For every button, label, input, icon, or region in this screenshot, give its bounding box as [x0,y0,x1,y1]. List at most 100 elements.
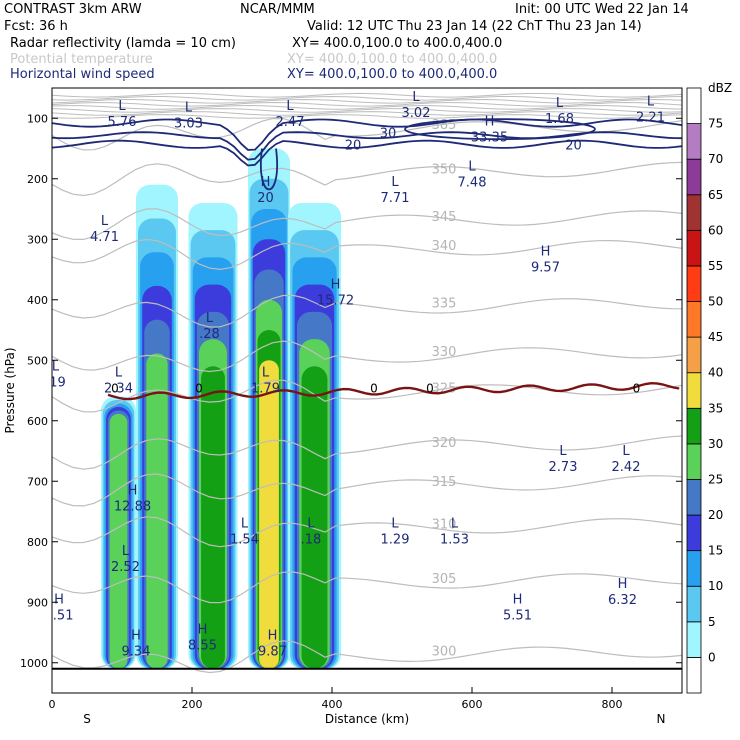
colorbar-level-label: 55 [708,259,723,273]
theta-contour-upper [52,104,682,110]
theta-contour-label: 305 [432,572,457,587]
theta-contour-label: 320 [432,436,457,451]
extremum-value: 2.21 [636,110,665,125]
freezing-level-contour: 0 0 0 0 0 [107,381,680,401]
colorbar-unit: dBZ [708,81,732,95]
colorbar-swatch [686,443,702,480]
extremum-type: H [618,577,628,592]
colorbar-level-label: 60 [708,223,723,237]
freezing-level-label: 0 [111,381,119,395]
colorbar-swatch [686,657,702,694]
theta-contour-label: 330 [432,345,457,360]
colorbar-level-label: 10 [708,579,723,593]
reflectivity-cell-3-level-8 [259,360,279,669]
extremum-type: L [52,359,60,374]
extremum-value: 2.73 [549,460,578,475]
extremum-value: 3.02 [402,106,431,121]
theta-contour-345 [52,208,682,241]
extrema-labels: L5.76L3.03L2.47L3.02L1.68L2.21H33.35H20L… [45,90,665,660]
theta-contour-300 [52,640,682,674]
reflectivity-cell-4-level-7 [301,366,328,669]
field-reflectivity-name: Radar reflectivity (lamda = 10 cm) [10,36,236,51]
extremum-type: L [556,96,564,111]
theta-contour-label: 315 [432,475,457,490]
extremum-value: 7.71 [381,191,410,206]
freezing-level-label: 0 [195,381,203,395]
extremum-value: 1.54 [230,533,259,548]
extremum-type: H [541,244,551,259]
colorbar-level-label: 65 [708,188,723,202]
extremum-type: H [331,278,341,293]
extremum-value: 2.34 [104,381,133,396]
theta-contour-350 [52,161,682,197]
extremum-type: L [468,160,476,175]
theta-contour-335 [52,294,682,328]
extremum-type: L [262,365,270,380]
x-tick-label: 400 [322,698,343,711]
reflectivity-layer [101,148,342,669]
valid-time: Valid: 12 UTC Thu 23 Jan 14 (22 ChT Thu … [307,19,642,34]
field-wind-xy: XY= 400.0,100.0 to 400.0,400.0 [287,67,498,82]
y-tick-label: 1000 [20,657,48,670]
extremum-type: L [647,94,655,109]
extremum-value: .28 [199,327,220,342]
colorbar-level-label: 40 [708,366,723,380]
extremum-type: L [622,444,630,459]
y-tick-label: 900 [27,596,48,609]
extremum-value: 9.87 [258,645,287,660]
wind-contour [52,131,682,161]
colorbar-swatch [686,372,702,409]
extremum-value: .19 [45,375,66,390]
extremum-value: 2.52 [111,560,140,575]
extremum-value: 1.29 [381,533,410,548]
x-end-label-south: S [83,712,91,726]
extremum-value: 15.72 [317,294,354,309]
extremum-value: 1.68 [545,112,574,127]
field-wind-name: Horizontal wind speed [10,67,155,82]
y-tick-label: 600 [27,415,48,428]
freezing-level-label: 0 [633,381,641,395]
theta-contour-upper [52,114,682,119]
colorbar-level-label: 70 [708,152,723,166]
theta-contour-upper [52,95,682,101]
extremum-type: L [412,90,420,105]
y-tick-label: 800 [27,536,48,549]
theta-contour-upper [52,98,682,104]
colorbar-swatch [686,265,702,302]
extremum-type: L [286,99,294,114]
y-tick-label: 700 [27,475,48,488]
extremum-value: 7.51 [45,608,74,623]
extremum-type: L [101,214,109,229]
x-tick-label: 800 [602,698,623,711]
theta-contour-315 [52,473,682,507]
wind-contour-label: 20 [345,139,362,154]
init-time: Init: 00 UTC Wed 22 Jan 14 [515,2,689,17]
extremum-value: 1.53 [440,533,469,548]
extremum-value: 9.57 [531,260,560,275]
wind-contour [260,148,278,191]
y-tick-label: 200 [27,173,48,186]
colorbar-level-label: 5 [708,615,716,629]
extremum-value: 1.79 [251,381,280,396]
theta-contour-label: 335 [432,297,457,312]
extremum-type: L [241,517,249,532]
extremum-value: 3.03 [174,116,203,131]
colorbar-swatch [686,229,702,267]
extremum-type: L [307,517,315,532]
extremum-type: L [451,517,459,532]
colorbar-level-label: 25 [708,472,723,486]
theta-contour-385 [52,117,682,151]
extremum-type: H [198,623,208,638]
theta-contour-305 [52,571,682,604]
colorbar-swatch [686,301,702,338]
extremum-value: 2.47 [276,115,305,130]
theta-contour-340 [52,238,682,271]
wind-contour-label: 20 [565,139,582,154]
extremum-value: 33.35 [471,130,508,145]
extremum-type: L [118,99,126,114]
colorbar-swatch [686,550,702,587]
colorbar-level-label: 45 [708,330,723,344]
x-axis-title: Distance (km) [325,712,409,726]
